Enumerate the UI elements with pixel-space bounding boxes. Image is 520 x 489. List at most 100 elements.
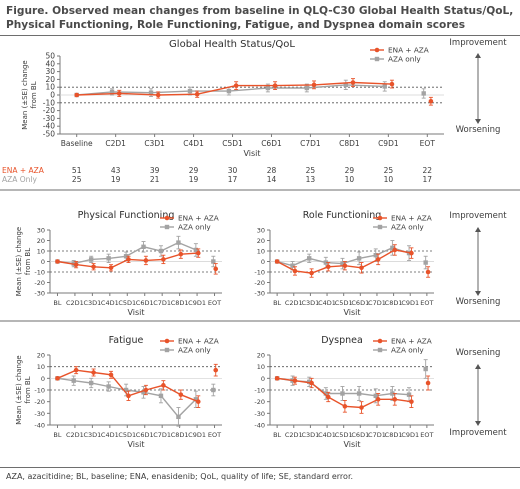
y-axis-label-line-2: from BL <box>24 248 32 275</box>
n-table-cell: 17 <box>228 175 238 184</box>
x-tick-label: C4D1 <box>183 139 204 148</box>
data-point <box>126 257 131 262</box>
data-point <box>425 380 431 386</box>
direction-annotation: Improvement Worsening <box>449 211 507 307</box>
data-point <box>176 414 181 420</box>
data-point <box>428 98 434 104</box>
n-table-cell: 14 <box>267 175 277 184</box>
y-tick-label: -10 <box>34 269 45 277</box>
y-tick-label: 10 <box>257 363 265 371</box>
legend-swatch-marker <box>374 47 380 53</box>
figure-title: Figure. Observed mean changes from basel… <box>6 5 514 31</box>
y-tick-label: 20 <box>257 352 265 360</box>
y-tick-label: -30 <box>34 410 45 418</box>
x-tick-label: C7D1 <box>153 299 171 307</box>
chart-4: Dyspnea -40 -30 -20 -10 0 10 20 BL C2D1C3D1C4D1C5… <box>254 335 507 449</box>
x-tick-label: C4D1 <box>318 431 336 439</box>
footnote: AZA, azacitidine; BL, baseline; ENA, ena… <box>6 472 354 481</box>
data-point <box>311 82 317 88</box>
x-tick-label: C7D1 <box>368 299 386 307</box>
data-point <box>178 251 184 257</box>
annotation-bottom: Worsening <box>456 125 501 135</box>
y-tick-label: 50 <box>45 52 55 61</box>
series-ena-aza <box>74 78 434 106</box>
x-tick-label: C9D1 <box>401 299 419 307</box>
data-point <box>373 393 378 399</box>
data-point <box>55 259 60 264</box>
series-aza-only <box>274 240 428 271</box>
chart-title: Dyspnea <box>321 335 363 346</box>
x-tick-label: BL <box>273 431 281 439</box>
data-point <box>359 265 364 271</box>
x-tick-label: C4D1 <box>318 299 336 307</box>
data-point <box>213 266 219 272</box>
n-table-cell: 10 <box>384 175 394 184</box>
data-point <box>356 256 362 261</box>
data-point <box>307 256 312 261</box>
x-tick-label: C5D1 <box>335 431 353 439</box>
x-tick-label: EOT <box>420 299 433 307</box>
data-point <box>178 392 184 397</box>
annotation-bottom: Worsening <box>456 297 501 307</box>
data-point <box>55 376 60 381</box>
n-table-cell: 30 <box>228 166 238 175</box>
footnote-divider <box>0 467 520 468</box>
x-tick-label: C6D1 <box>351 299 369 307</box>
y-axis-label-line-1: Mean (±SE) change <box>21 60 29 129</box>
data-point <box>343 82 348 88</box>
n-table-cell: 25 <box>306 166 316 175</box>
data-point <box>272 83 278 88</box>
annotation-bottom: Improvement <box>449 428 507 438</box>
data-point <box>382 84 387 89</box>
n-table-cell: 10 <box>345 175 355 184</box>
series-ena-aza <box>55 363 219 408</box>
legend-swatch-marker <box>164 215 170 221</box>
y-tick-label: -20 <box>254 398 265 406</box>
y-tick-label: 0 <box>50 91 55 100</box>
x-axis-label: Visit <box>243 149 260 158</box>
x-tick-label: EOT <box>420 139 436 148</box>
x-tick-label: C3D1 <box>301 431 319 439</box>
x-tick-label: C2D1 <box>66 431 84 439</box>
annotation-top: Improvement <box>449 38 507 48</box>
x-tick-label: C5D1 <box>118 299 136 307</box>
data-point <box>423 366 428 372</box>
x-axis-label: Visit <box>127 308 144 317</box>
data-point <box>325 264 331 270</box>
data-point <box>392 247 398 253</box>
arrow-up-icon <box>475 227 481 232</box>
n-table-cell: 17 <box>423 175 433 184</box>
data-point <box>292 268 298 274</box>
data-point <box>88 380 94 386</box>
x-tick-label: C8D1 <box>385 431 403 439</box>
x-tick-label: EOT <box>420 431 433 439</box>
chart-title: Global Health Status/QoL <box>169 39 295 50</box>
x-tick-label: C6D1 <box>351 431 369 439</box>
data-point <box>193 247 199 253</box>
legend-label: ENA + AZA <box>391 337 432 346</box>
data-point <box>194 91 200 97</box>
y-axis-label-line-2: from BL <box>30 81 38 108</box>
annotation-top: Improvement <box>449 211 507 221</box>
x-tick-label: EOT <box>208 431 221 439</box>
data-point <box>274 376 280 381</box>
y-tick-label: -30 <box>34 290 45 298</box>
data-point <box>342 404 348 409</box>
n-table-cell: 21 <box>150 175 160 184</box>
n-table-cell: 19 <box>189 175 199 184</box>
y-tick-label: -40 <box>34 422 45 430</box>
series-ena-aza <box>55 248 219 275</box>
x-tick-label: C3D1 <box>301 299 319 307</box>
y-axis-label-group: Mean (±SE) change from BL <box>21 60 38 129</box>
n-table-cell: 29 <box>189 166 199 175</box>
x-tick-label: C8D1 <box>339 139 360 148</box>
y-tick-label: -20 <box>34 398 45 406</box>
data-point <box>88 257 94 262</box>
legend-label: ENA + AZA <box>178 337 219 346</box>
data-point <box>409 399 414 404</box>
data-point <box>392 397 398 402</box>
n-table-cell: 43 <box>111 166 121 175</box>
